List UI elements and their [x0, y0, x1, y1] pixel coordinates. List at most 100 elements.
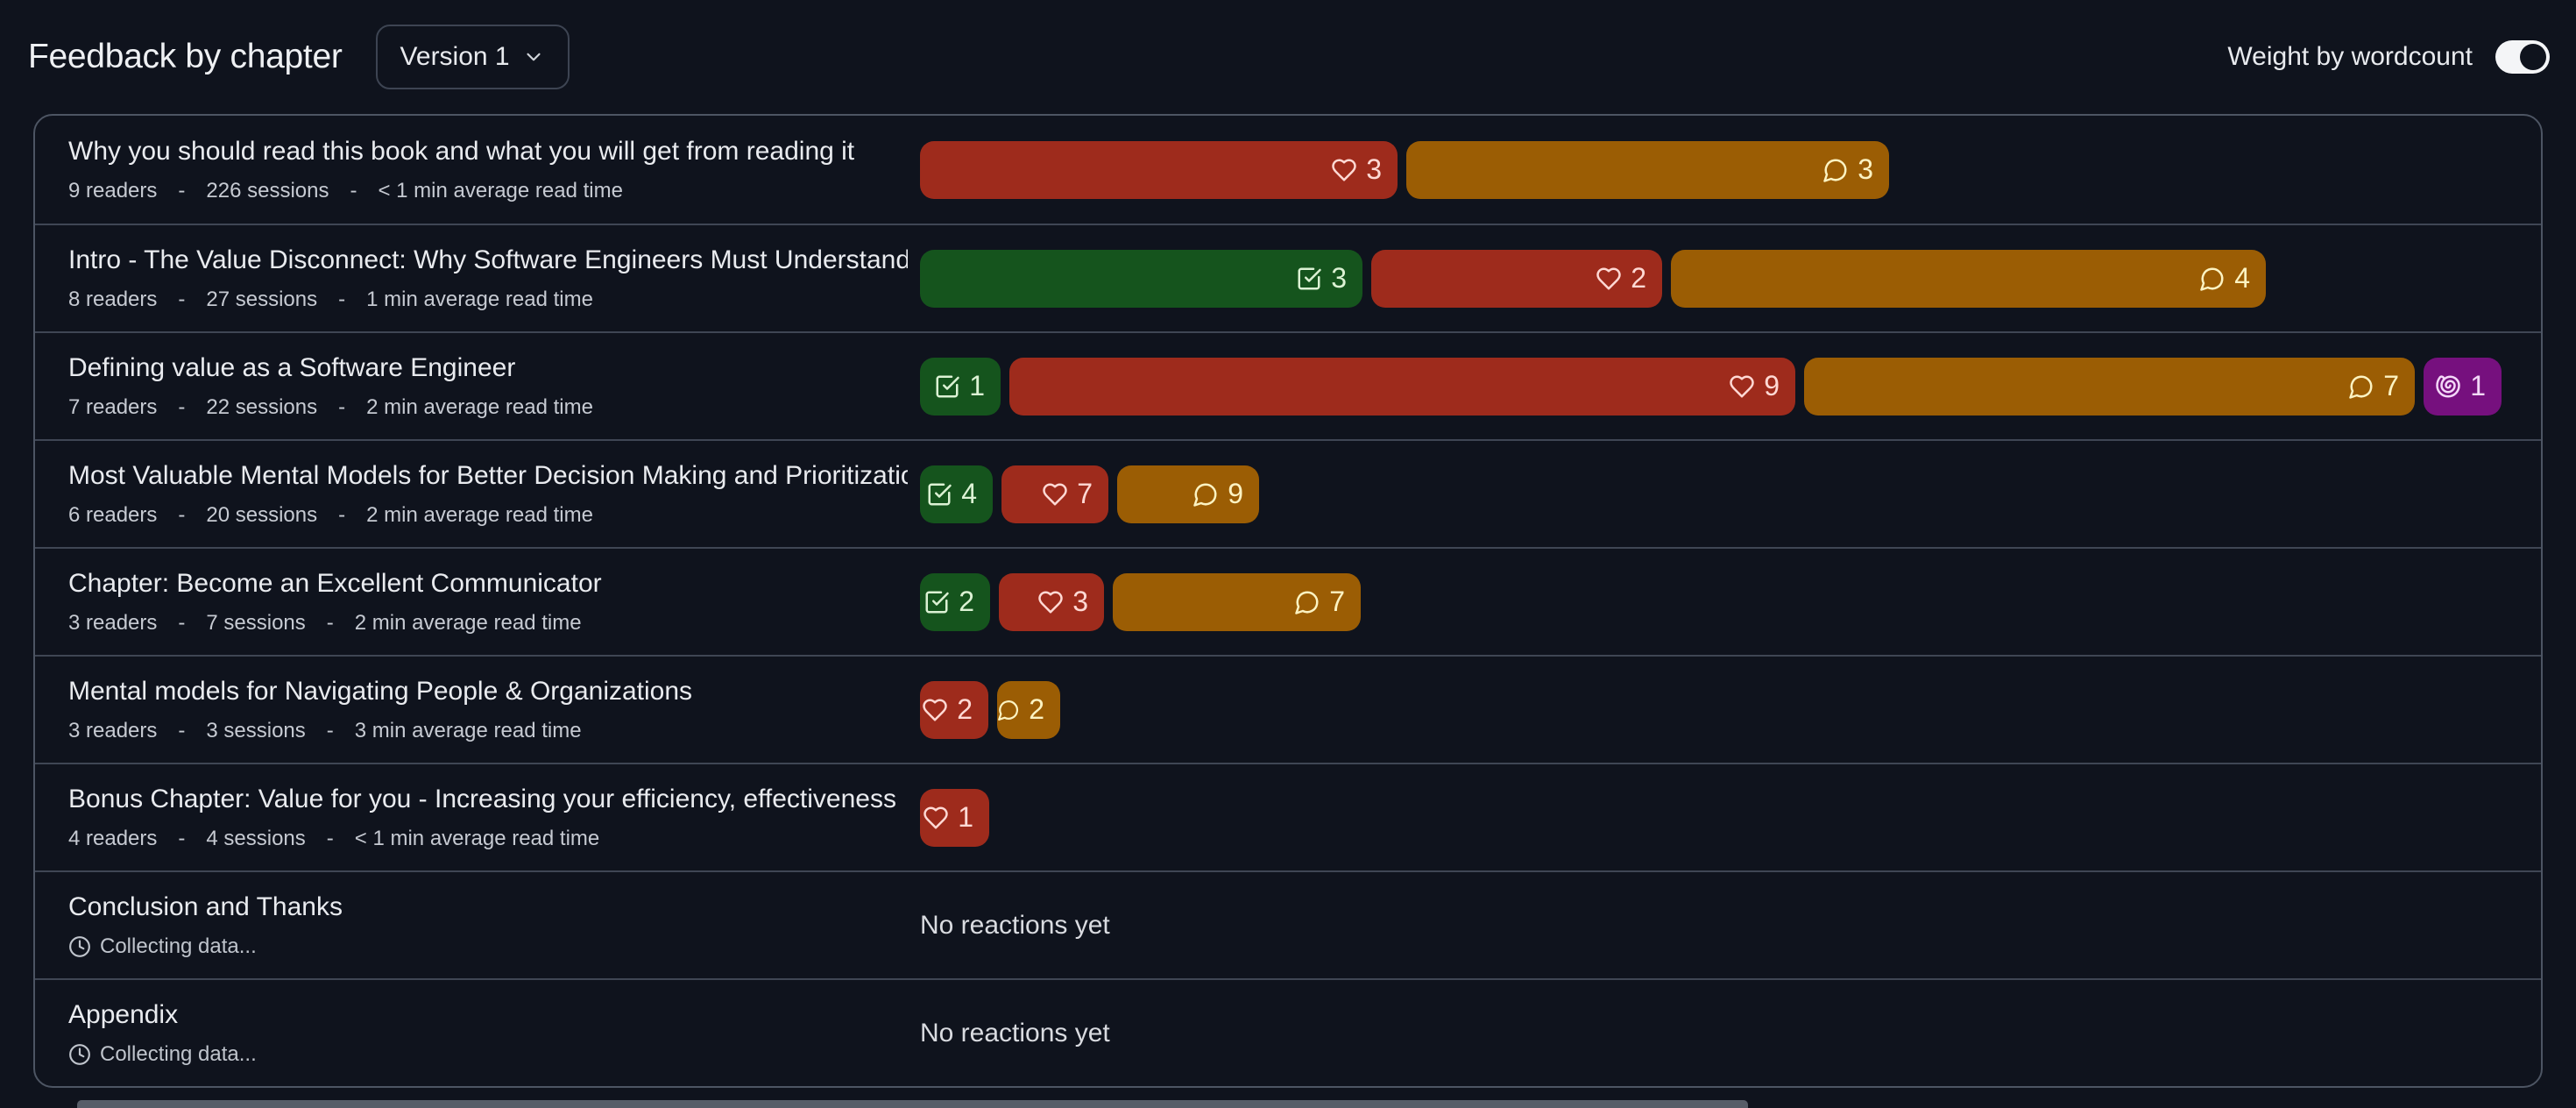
chapter-row: Most Valuable Mental Models for Better D… — [35, 439, 2541, 547]
chapter-stats: 8 readers -27 sessions -1 min average read… — [68, 288, 908, 312]
stat-separator: - — [178, 610, 186, 635]
chapter-title: Why you should read this book and what y… — [68, 136, 855, 166]
reaction-bars: No reactions yet — [920, 911, 1110, 941]
heart-icon — [1332, 159, 1356, 181]
stat-separator: - — [326, 610, 334, 635]
chapter-stats: 3 readers -3 sessions -3 min average read … — [68, 719, 908, 743]
chapter-title: Intro - The Value Disconnect: Why Softwa… — [68, 245, 908, 274]
heart-icon — [1730, 375, 1754, 397]
horizontal-scrollbar-thumb[interactable] — [77, 1100, 1748, 1108]
heart-reaction-badge[interactable]: 2 — [920, 680, 988, 739]
comment-icon — [1193, 483, 1217, 507]
heart-reaction-badge[interactable]: 9 — [1009, 357, 1795, 416]
stat-separator: - — [178, 502, 186, 527]
sessions-count: 27 sessions — [206, 287, 318, 311]
stat-separator: - — [338, 287, 346, 311]
comment-reaction-badge[interactable]: 2 — [997, 680, 1060, 739]
read-time: 2 min average read time — [354, 610, 582, 635]
read-time: < 1 min average read time — [378, 178, 623, 202]
reaction-count: 1 — [958, 801, 973, 833]
page-title: Feedback by chapter — [28, 38, 343, 75]
heart-reaction-badge[interactable]: 3 — [920, 140, 1398, 199]
comment-icon — [2200, 267, 2224, 291]
stat-separator: - — [178, 394, 186, 419]
reaction-count: 3 — [1072, 586, 1088, 617]
chapter-row: Conclusion and Thanks Collecting data...… — [35, 870, 2541, 978]
version-selector-label: Version 1 — [400, 42, 510, 71]
sessions-count: 22 sessions — [206, 394, 318, 419]
reaction-count: 9 — [1228, 478, 1243, 509]
clock-icon — [69, 1043, 90, 1065]
stat-separator: - — [178, 287, 186, 311]
chapter-title: Appendix — [68, 999, 179, 1029]
heart-icon — [1043, 483, 1067, 505]
reaction-count: 3 — [1858, 153, 1873, 185]
check-square-icon — [936, 375, 959, 397]
spiral-reaction-badge[interactable]: 1 — [2424, 357, 2502, 416]
reaction-count: 2 — [957, 693, 973, 725]
chapter-title: Most Valuable Mental Models for Better D… — [68, 460, 908, 490]
collecting-label: Collecting data... — [100, 1041, 257, 1066]
readers-count: 4 readers — [68, 826, 158, 850]
readers-count: 7 readers — [68, 394, 158, 419]
version-selector[interactable]: Version 1 — [375, 25, 570, 89]
check-reaction-badge[interactable]: 1 — [920, 357, 1001, 416]
chevron-down-icon — [522, 46, 545, 68]
reaction-bars: 1 — [920, 788, 989, 847]
reaction-count: 3 — [1331, 262, 1347, 294]
heart-reaction-badge[interactable]: 7 — [1001, 465, 1108, 523]
comment-reaction-badge[interactable]: 9 — [1117, 465, 1259, 523]
stat-separator: - — [326, 826, 334, 850]
no-reactions-label: No reactions yet — [920, 1018, 1110, 1048]
readers-count: 3 readers — [68, 610, 158, 635]
comment-reaction-badge[interactable]: 7 — [1113, 572, 1361, 631]
reaction-bars: No reactions yet — [920, 1019, 1110, 1048]
check-square-icon — [925, 591, 949, 613]
readers-count: 9 readers — [68, 178, 158, 202]
chapter-row: Intro - The Value Disconnect: Why Softwa… — [35, 224, 2541, 331]
heart-icon — [924, 806, 948, 828]
stat-separator: - — [178, 826, 186, 850]
sessions-count: 4 sessions — [206, 826, 306, 850]
stat-separator: - — [338, 394, 346, 419]
reaction-bars: 4 7 9 — [920, 465, 1259, 523]
chapter-title: Chapter: Become an Excellent Communicato… — [68, 568, 602, 598]
stat-separator: - — [178, 178, 186, 202]
chapter-title: Conclusion and Thanks — [68, 891, 343, 921]
check-reaction-badge[interactable]: 2 — [920, 572, 990, 631]
read-time: < 1 min average read time — [354, 826, 600, 850]
chapter-row: Why you should read this book and what y… — [35, 116, 2541, 224]
reaction-count: 7 — [1077, 478, 1093, 509]
comment-reaction-badge[interactable]: 4 — [1671, 249, 2266, 308]
feedback-card: Why you should read this book and what y… — [33, 114, 2543, 1088]
chapter-row: Defining value as a Software Engineer 7 … — [35, 331, 2541, 439]
check-reaction-badge[interactable]: 3 — [920, 249, 1362, 308]
check-square-icon — [1298, 267, 1321, 289]
check-reaction-badge[interactable]: 4 — [920, 465, 993, 523]
header: Feedback by chapter Version 1 Weight by … — [0, 0, 2576, 114]
comment-reaction-badge[interactable]: 3 — [1406, 140, 1889, 199]
comment-reaction-badge[interactable]: 7 — [1804, 357, 2415, 416]
comment-icon — [998, 700, 1019, 721]
check-square-icon — [928, 483, 952, 505]
heart-reaction-badge[interactable]: 1 — [920, 788, 989, 847]
chapter-stats: 9 readers -226 sessions - < 1 min average r… — [68, 179, 908, 203]
reaction-bars: 2 3 7 — [920, 572, 1361, 631]
comment-icon — [2349, 375, 2373, 399]
readers-count: 8 readers — [68, 287, 158, 311]
chapter-row: Chapter: Become an Excellent Communicato… — [35, 547, 2541, 655]
heart-reaction-badge[interactable]: 2 — [1371, 249, 1662, 308]
weight-toggle[interactable] — [2495, 40, 2550, 74]
collecting-status: Collecting data... — [68, 1042, 908, 1067]
stat-separator: - — [338, 502, 346, 527]
chapter-stats: 3 readers -7 sessions -2 min average read … — [68, 611, 908, 636]
sessions-count: 226 sessions — [206, 178, 329, 202]
comment-icon — [1295, 591, 1319, 614]
read-time: 2 min average read time — [366, 394, 593, 419]
heart-reaction-badge[interactable]: 3 — [999, 572, 1104, 631]
heart-icon — [1038, 591, 1063, 613]
readers-count: 6 readers — [68, 502, 158, 527]
reaction-bars: 3 2 4 — [920, 249, 2266, 308]
